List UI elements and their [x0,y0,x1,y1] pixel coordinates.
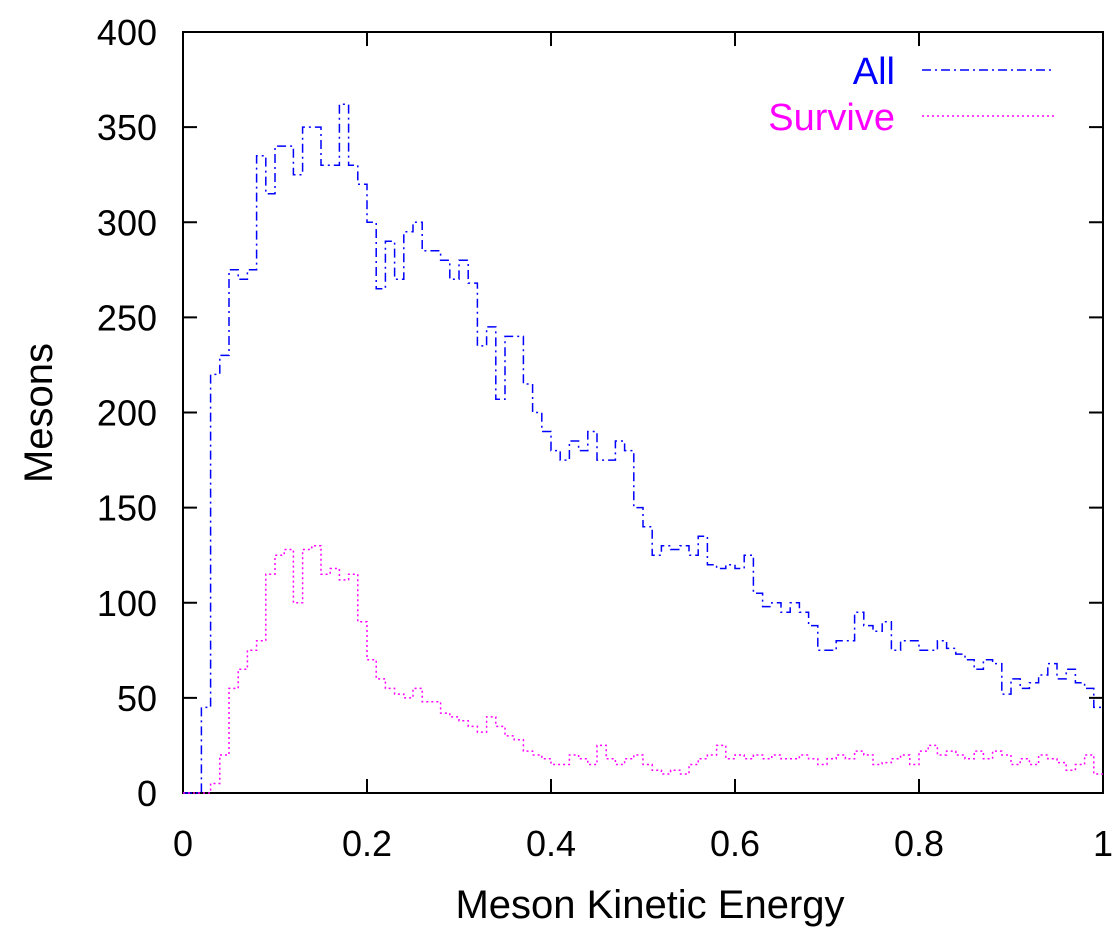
y-tick-label: 150 [97,488,157,529]
legend-label-all: All [853,51,895,93]
legend-label-survive: Survive [768,97,895,139]
x-tick-label: 1 [1093,823,1113,864]
x-axis-title: Meson Kinetic Energy [455,883,844,927]
y-tick-label: 300 [97,202,157,243]
series-survive [183,544,1103,794]
x-tick-label: 0.4 [526,823,576,864]
x-tick-label: 0 [173,823,193,864]
y-tick-label: 400 [97,12,157,53]
y-tick-label: 250 [97,297,157,338]
y-axis-title: Mesons [17,343,61,483]
series-layer [183,103,1103,794]
x-tick-label: 0.2 [342,823,392,864]
y-tick-label: 200 [97,393,157,434]
series-line-all [183,103,1103,794]
y-tick-label: 50 [117,678,157,719]
y-tick-label: 350 [97,107,157,148]
x-tick-label: 0.6 [710,823,760,864]
y-tick-label: 100 [97,583,157,624]
axes-layer: 0 50 100 150 200 250 300 350 400 0 0.2 0.4 0.6 0.8 1 [97,12,1113,864]
series-line-survive [183,544,1103,794]
series-all [183,103,1103,794]
x-tick-label: 0.8 [894,823,944,864]
y-tick-label: 0 [137,773,157,814]
legend: All Survive [768,51,1055,139]
